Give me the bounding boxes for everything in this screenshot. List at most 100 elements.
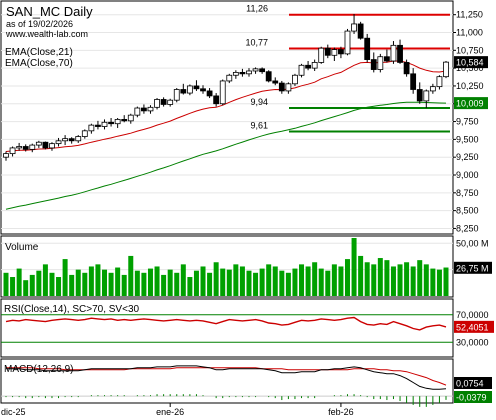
macd-signal-line: [6, 367, 447, 386]
candle-body: [436, 76, 443, 88]
candle-body: [331, 49, 338, 56]
candle-body: [121, 119, 128, 122]
candle-body: [186, 85, 193, 94]
candle-body: [193, 85, 200, 90]
volume-bar: [443, 267, 449, 296]
volume-bar: [266, 264, 272, 296]
volume-bar: [358, 255, 364, 296]
candle-body: [416, 89, 423, 102]
candle-body: [397, 44, 403, 63]
price-tick-label: 11,000: [456, 28, 483, 38]
volume-bar: [115, 267, 121, 296]
candle-body: [239, 72, 246, 75]
ema70-label-bg: [454, 97, 488, 110]
candle-body: [292, 74, 298, 85]
site-url: www.wealth-lab.com: [5, 29, 88, 39]
candle-body: [364, 37, 371, 60]
candle-body: [95, 124, 101, 127]
volume-bar: [436, 269, 442, 296]
candle-body: [160, 99, 167, 105]
price-tick-label: 9,000: [456, 170, 479, 180]
volume-bar: [108, 272, 114, 296]
volume-bar: [239, 266, 245, 296]
macd-last-label: 0,0754: [456, 379, 484, 389]
volume-bar: [134, 270, 140, 296]
candle-body: [141, 107, 147, 112]
volume-bar: [318, 268, 324, 296]
candle-body: [173, 89, 180, 101]
volume-bar: [23, 280, 29, 296]
volume-bar: [259, 268, 265, 296]
price-tick-label: 9,500: [456, 134, 479, 144]
volume-bar: [417, 260, 423, 296]
volume-bar: [423, 264, 429, 296]
candle-body: [49, 143, 55, 149]
volume-last-bg: [454, 261, 492, 274]
price-tick-label: 8,500: [456, 206, 479, 216]
volume-bar: [200, 266, 206, 296]
volume-bar: [207, 272, 213, 296]
volume-bar: [213, 262, 219, 296]
as-of-date: as of 19/02/2026: [6, 19, 73, 29]
candle-body: [180, 89, 187, 94]
volume-bar: [161, 274, 167, 296]
candle-body: [318, 47, 325, 63]
volume-bar: [285, 272, 291, 296]
candle-body: [403, 62, 410, 75]
rsi-title: RSI(Close,14), SC>70, SV<30: [4, 304, 140, 315]
level-label: 9,61: [250, 121, 268, 131]
last-price-label-bg: [454, 56, 488, 69]
macd-title: MACD(12,26,9): [4, 364, 73, 375]
candle-body: [338, 49, 344, 55]
volume-bar: [292, 268, 298, 296]
legend-ema21: EMA(Close,21): [5, 47, 73, 58]
volume-bar: [187, 277, 193, 296]
price-panel: [0, 0, 454, 235]
last-price-label: 10,584: [456, 58, 484, 68]
candle-body: [383, 56, 390, 62]
candle-body: [370, 59, 377, 70]
price-tick-label: 9,750: [456, 117, 479, 127]
candle-body: [377, 56, 384, 70]
price-tick-label: 8,750: [456, 188, 479, 198]
candle-body: [390, 44, 397, 62]
volume-bar: [102, 269, 108, 296]
price-tick-label: 8,250: [456, 223, 479, 233]
candle-body: [154, 99, 160, 108]
candle-body: [29, 144, 36, 150]
rsi-tick-label: 70,0000: [456, 310, 489, 320]
volume-bar: [167, 269, 173, 296]
candle-body: [311, 62, 318, 69]
volume-bar: [226, 269, 232, 296]
volume-bar: [246, 270, 252, 296]
macd-hist-last-label: -0,0379: [456, 393, 487, 403]
volume-bar: [331, 264, 337, 296]
candle-body: [278, 82, 285, 92]
candle-body: [42, 141, 49, 149]
volume-bar: [95, 264, 101, 296]
volume-bar: [56, 277, 62, 296]
volume-bar: [42, 264, 48, 296]
candle-body: [88, 124, 95, 132]
volume-bar: [141, 272, 147, 296]
volume-bar: [36, 270, 42, 296]
x-tick-label: feb-26: [328, 407, 354, 417]
level-label: 9,94: [250, 97, 268, 107]
volume-bar: [16, 268, 22, 296]
candle-body: [35, 141, 42, 146]
candle-body: [81, 130, 88, 137]
volume-bar: [397, 264, 403, 296]
volume-bar: [253, 272, 259, 296]
volume-last-label: 26,75 M: [456, 263, 489, 273]
candle-body: [357, 23, 364, 39]
rsi-last-label: 52,4051: [456, 322, 489, 332]
volume-bar: [180, 264, 186, 296]
volume-bar: [305, 266, 311, 296]
price-tick-label: 11,250: [456, 10, 483, 20]
candle-body: [259, 68, 266, 73]
price-tick-label: 10,250: [456, 81, 484, 91]
volume-bar: [82, 272, 88, 296]
candle-body: [351, 23, 357, 32]
candle-body: [298, 64, 305, 76]
volume-bar: [10, 277, 16, 296]
